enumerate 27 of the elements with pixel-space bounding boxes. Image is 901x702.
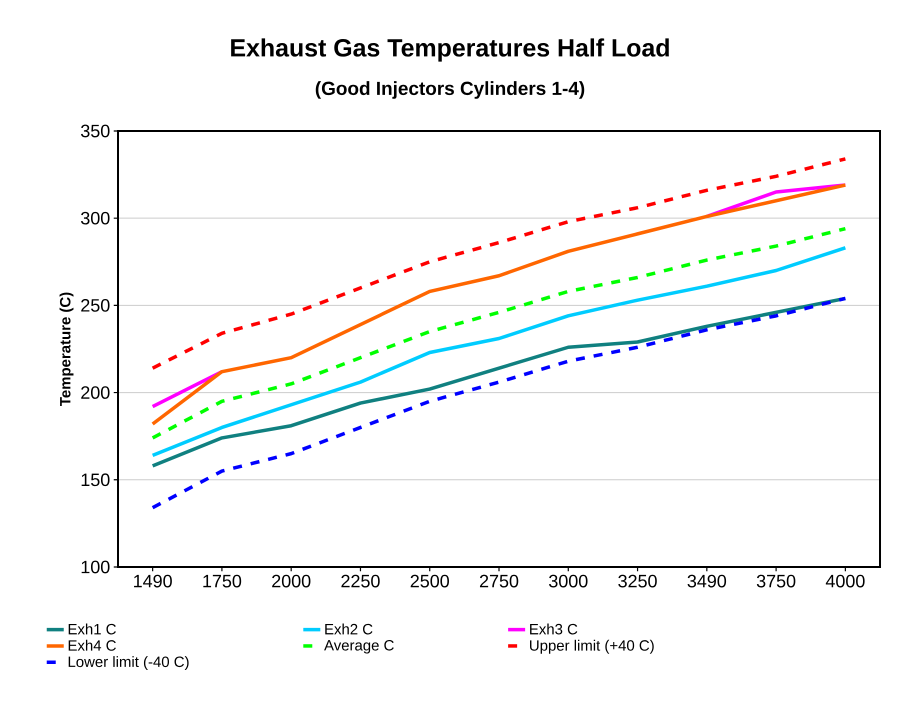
legend-label: Exh3 C: [530, 623, 578, 634]
x-tick-label: 3250: [618, 574, 657, 588]
legend-label: Average C: [324, 640, 394, 654]
x-tick-label: 2500: [410, 574, 449, 588]
legend-label: Upper limit (+40 C): [530, 640, 654, 654]
y-tick-label: 200: [81, 386, 110, 399]
x-tick-label: 4000: [826, 574, 865, 588]
x-tick-label: 1750: [203, 574, 242, 588]
y-tick-label: 150: [82, 473, 110, 486]
x-tick-label: 3490: [688, 574, 726, 588]
x-tick-label: 3750: [756, 574, 796, 588]
y-axis-title: Temperature (C): [60, 292, 74, 406]
legend-label: Exh2 C: [325, 623, 372, 634]
x-tick-label: 2000: [272, 574, 310, 588]
legend-label: Exh1 C: [68, 623, 116, 634]
x-tick-label: 2250: [341, 574, 380, 588]
x-tick-label: 2750: [480, 574, 518, 588]
y-tick-label: 250: [81, 299, 110, 312]
y-tick-label: 300: [81, 212, 110, 225]
chart-title: Exhaust Gas Temperatures Half Load: [231, 38, 669, 62]
x-tick-label: 3000: [549, 574, 588, 588]
legend-label: Exh4 C: [68, 640, 116, 651]
y-tick-label: 350: [81, 124, 110, 138]
y-tick-label: 100: [82, 560, 110, 574]
x-tick-label: 1490: [134, 574, 172, 588]
chart-subtitle: (Good Injectors Cylinders 1-4): [316, 81, 584, 99]
legend-label: Lower limit (-40 C): [68, 656, 189, 670]
